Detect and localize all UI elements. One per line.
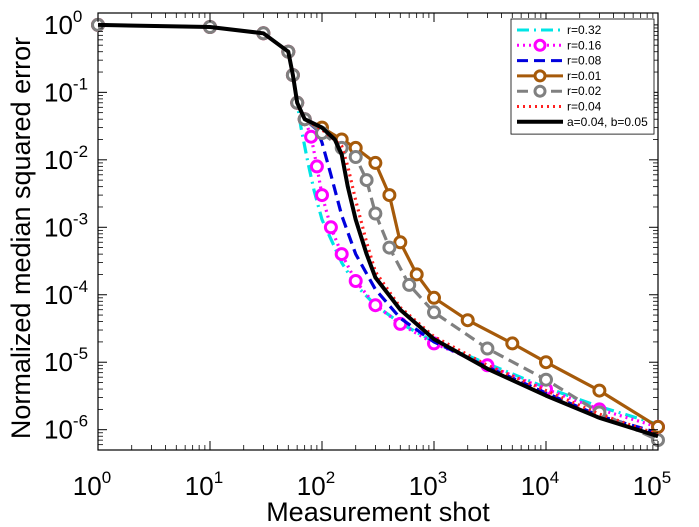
- data-point: [368, 298, 383, 313]
- y-tick-label: 100: [44, 7, 82, 40]
- x-axis-title: Measurement shot: [266, 497, 490, 527]
- data-point: [315, 188, 329, 203]
- data-point: [427, 290, 441, 305]
- series-r-0-02: [91, 17, 665, 448]
- x-tick-label: 104: [521, 468, 559, 501]
- y-tick-label: 10-3: [44, 209, 88, 242]
- y-tick-label: 10-2: [44, 142, 88, 175]
- legend: r=0.32r=0.16 r=0.08r=0.01r=0.02 r=0.04a=0.…: [510, 18, 655, 135]
- legend-item: a=0.04, b=0.05: [517, 115, 648, 129]
- data-point: [348, 274, 363, 288]
- data-point: [592, 383, 607, 398]
- legend-label: r=0.08: [567, 54, 602, 68]
- data-point: [427, 305, 441, 320]
- legend-label: r=0.04: [567, 100, 602, 114]
- legend-item: r=0.04: [517, 100, 602, 114]
- data-point: [309, 159, 324, 174]
- data-point: [402, 277, 417, 292]
- x-tick-label: 100: [73, 468, 111, 501]
- data-point: [460, 313, 475, 328]
- legend-marker: [533, 38, 547, 52]
- data-point: [348, 150, 363, 164]
- data-point: [382, 240, 397, 255]
- legend-marker: [533, 69, 547, 83]
- data-point: [480, 341, 495, 356]
- data-point: [382, 188, 397, 203]
- data-point: [505, 336, 520, 351]
- legend-item: r=0.08: [517, 54, 602, 68]
- data-point: [368, 155, 383, 170]
- data-point: [539, 355, 553, 370]
- x-tick-label: 101: [185, 468, 223, 501]
- data-point: [304, 129, 319, 144]
- legend-label: r=0.02: [567, 84, 602, 98]
- data-point: [393, 235, 408, 250]
- series-line: [97, 23, 659, 429]
- x-tick-label: 105: [633, 468, 671, 501]
- data-point: [334, 247, 349, 262]
- y-tick-label: 10-1: [44, 74, 88, 107]
- data-point: [359, 173, 374, 188]
- data-point: [651, 419, 665, 434]
- series-a-0-04-b-0-05: [97, 22, 659, 439]
- y-tick-label: 10-4: [44, 277, 88, 310]
- legend-label: a=0.04, b=0.05: [567, 115, 648, 129]
- series-line: [97, 22, 659, 439]
- legend-label: r=0.16: [567, 38, 602, 52]
- series-layer: [91, 17, 665, 448]
- legend-label: r=0.01: [567, 69, 602, 83]
- ticks-layer: 100 101 102 103 104 10510010-110-210-310-410-…: [44, 7, 671, 501]
- y-axis-title: Normalized median squared error: [6, 37, 36, 439]
- data-point: [409, 267, 424, 282]
- data-point: [323, 220, 338, 235]
- legend-marker: [533, 84, 547, 98]
- y-tick-label: 10-6: [44, 412, 88, 445]
- data-point: [539, 372, 553, 387]
- legend-item: r=0.32: [517, 23, 602, 37]
- legend-item: r=0.02: [517, 84, 602, 98]
- legend-label: r=0.32: [567, 23, 602, 37]
- legend-item: r=0.01: [517, 69, 602, 83]
- data-point: [368, 206, 383, 221]
- legend-item: r=0.16: [517, 38, 602, 52]
- y-tick-label: 10-5: [44, 344, 88, 377]
